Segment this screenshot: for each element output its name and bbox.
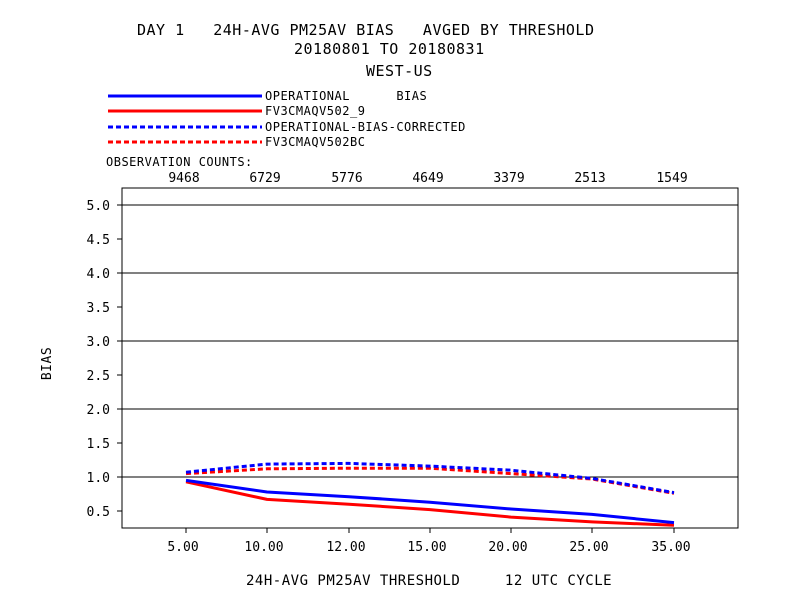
y-tick-label-3: 2.0 [87,403,110,418]
x-tick-label-6: 35.00 [651,540,690,555]
x-tick-label-0: 5.00 [167,540,198,555]
series-line-0 [185,478,675,525]
y-tick-label-6: 3.5 [87,301,110,316]
y-tick-label-7: 4.0 [87,267,110,282]
observation-count-1: 6729 [249,171,280,186]
legend-swatch-operational-bias-corrected [108,125,262,129]
observation-count-5: 2513 [574,171,605,186]
x-tick-label-2: 12.00 [326,540,365,555]
chart-title-line1: DAY 1 24H-AVG PM25AV BIAS AVGED BY THRES… [137,21,595,39]
legend-label-fv3cmaqv502-9: FV3CMAQV502_9 [265,104,366,118]
observation-count-2: 5776 [331,171,362,186]
legend-swatch-fv3cmaqv502-9 [108,109,262,113]
legend-label-operational-bias-corrected: OPERATIONAL-BIAS-CORRECTED [265,120,466,134]
series-line-2 [185,461,675,495]
series-line-3 [185,466,675,495]
y-tick-label-8: 4.5 [87,233,110,248]
observation-count-4: 3379 [493,171,524,186]
x-tick-label-5: 25.00 [569,540,608,555]
y-tick-label-0: 0.5 [87,505,110,520]
series-line-1 [185,480,675,527]
legend-swatch-fv3cmaqv502bc [108,140,262,144]
x-tick-label-3: 15.00 [407,540,446,555]
x-axis-label: 24H-AVG PM25AV THRESHOLD 12 UTC CYCLE [246,573,613,589]
y-tick-label-9: 5.0 [87,199,110,214]
x-tick-label-4: 20.00 [488,540,527,555]
y-tick-label-2: 1.5 [87,437,110,452]
y-tick-label-1: 1.0 [87,471,110,486]
legend-swatch-operational [108,94,262,98]
observation-count-0: 9468 [168,171,199,186]
y-tick-label-5: 3.0 [87,335,110,350]
chart-title-region: WEST-US [366,62,433,80]
x-tick-label-1: 10.00 [244,540,283,555]
legend-label-operational: OPERATIONAL BIAS [265,89,428,103]
observation-count-6: 1549 [656,171,687,186]
legend-label-fv3cmaqv502bc: FV3CMAQV502BC [265,135,366,149]
y-tick-label-4: 2.5 [87,369,110,384]
observation-counts-label: OBSERVATION COUNTS: [106,155,253,169]
observation-count-3: 4649 [412,171,443,186]
chart-title-date-range: 20180801 TO 20180831 [294,40,485,58]
